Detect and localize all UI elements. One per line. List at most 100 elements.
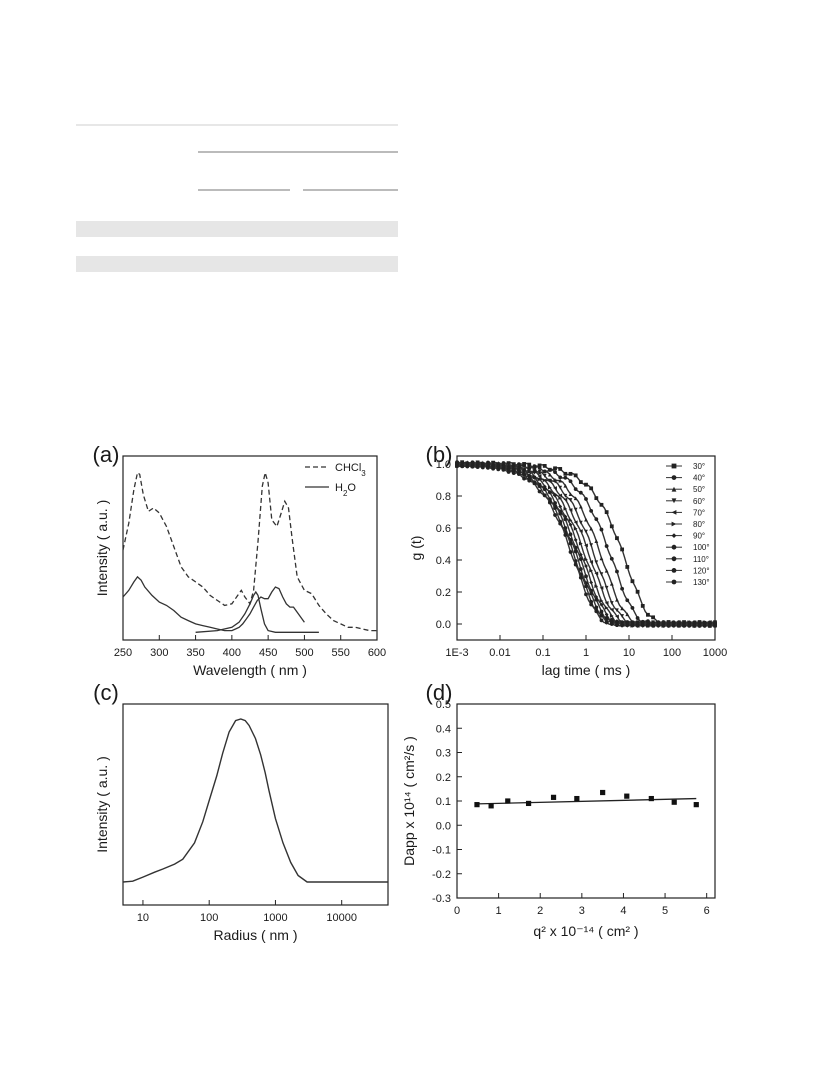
x-tick-label: 0.1: [535, 647, 550, 659]
marker-triangle-up: [615, 597, 619, 602]
marker-circle: [511, 468, 516, 473]
x-tick-label: 400: [223, 647, 241, 659]
marker-triangle-left: [615, 614, 619, 619]
x-tick-label: 550: [332, 647, 350, 659]
data-point: [624, 793, 630, 799]
marker-circle: [547, 500, 552, 505]
x-tick-label: 300: [150, 647, 168, 659]
marker-triangle-down: [584, 529, 588, 534]
marker-square: [630, 579, 635, 584]
marker-square: [568, 471, 573, 476]
marker-diamond: [573, 538, 578, 542]
marker-triangle-right: [568, 518, 573, 523]
x-tick-label: 6: [704, 905, 710, 917]
marker-triangle-down: [615, 608, 619, 613]
legend-label: 40°: [693, 474, 705, 483]
marker-square: [537, 463, 542, 468]
marker-circle: [584, 497, 588, 501]
marker-pentagon: [584, 584, 588, 589]
panel-b: (b) 1E-3 0.01 0.1 1 10 100 1000 0.0 0.2 0.4 0.6 0.8 1…: [408, 442, 727, 678]
marker-circle: [527, 477, 532, 481]
marker-hexagon: [532, 475, 537, 480]
marker-square: [625, 565, 630, 569]
marker-triangle-down: [589, 543, 594, 548]
marker-triangle-down: [506, 462, 511, 467]
table-placeholder: [76, 124, 398, 272]
marker-triangle-left: [568, 508, 573, 512]
x-tick-label: 5: [662, 905, 668, 917]
marker-triangle-down: [522, 464, 526, 469]
x-tick-label: 1000: [703, 647, 727, 659]
panel-label: (b): [426, 442, 453, 467]
marker-triangle-right: [594, 584, 599, 589]
data-point: [693, 802, 699, 808]
marker-triangle-down: [609, 601, 614, 605]
marker-circle: [532, 481, 537, 486]
x-axis-title: Radius ( nm ): [213, 927, 297, 943]
marker-pentagon: [568, 541, 573, 546]
marker-triangle-left: [599, 586, 604, 590]
x-tick-label: 600: [368, 647, 386, 659]
marker-circle: [661, 622, 666, 627]
marker-circle: [486, 464, 490, 469]
marker-triangle-up: [594, 539, 599, 543]
marker-triangle-right: [511, 464, 516, 469]
panel-a: (a) 250 300 350 400 450 500 550 600 Wavelength ( …: [93, 442, 387, 678]
marker-triangle-right: [563, 507, 568, 511]
marker-triangle-left: [563, 497, 568, 502]
marker-circle: [480, 462, 485, 467]
marker-hexagon: [594, 597, 599, 602]
marker-star: [542, 487, 547, 492]
data-point: [505, 798, 511, 804]
marker-square: [573, 473, 578, 478]
marker-circle: [625, 620, 630, 624]
x-tick-label: 500: [295, 647, 313, 659]
marker-square: [671, 463, 677, 469]
x-axis-title: lag time ( ms ): [542, 662, 631, 678]
marker-triangle-down: [671, 498, 677, 504]
marker-circle: [568, 479, 573, 484]
marker-triangle-right: [558, 496, 563, 500]
marker-circle: [578, 490, 583, 495]
marker-circle: [615, 569, 619, 574]
series-line: [122, 718, 388, 883]
y-tick-label: 0.2: [436, 772, 451, 784]
marker-pentagon: [480, 465, 485, 470]
y-tick-label: 0.6: [436, 523, 451, 535]
marker-triangle-up: [584, 517, 588, 522]
marker-circle: [635, 616, 640, 620]
y-tick-label: 0.4: [436, 723, 451, 735]
marker-circle: [594, 517, 599, 522]
y-axis-title: g (t): [408, 536, 424, 561]
marker-diamond: [558, 504, 563, 509]
marker-triangle-right: [589, 568, 594, 573]
marker-triangle-down: [553, 479, 557, 484]
marker-circle: [651, 623, 655, 628]
marker-triangle-left: [573, 520, 578, 525]
marker-circle: [578, 575, 583, 580]
marker-circle: [656, 620, 661, 625]
marker-pentagon: [615, 619, 619, 624]
marker-pentagon: [630, 620, 635, 625]
marker-triangle-left: [517, 464, 521, 469]
x-tick-label: 10: [137, 912, 149, 924]
marker-triangle-down: [542, 473, 547, 478]
legend-label: 120°: [693, 566, 710, 575]
marker-circle: [589, 602, 594, 607]
marker-circle: [646, 622, 650, 627]
marker-circle: [676, 622, 681, 626]
marker-square: [599, 502, 604, 507]
x-tick-label: 2: [537, 905, 543, 917]
x-tick-label: 3: [579, 905, 585, 917]
marker-triangle-up: [620, 606, 625, 611]
marker-circle: [460, 464, 465, 468]
marker-triangle-up: [568, 492, 573, 497]
marker-circle: [620, 586, 625, 591]
marker-triangle-down: [568, 498, 573, 502]
marker-circle: [640, 620, 645, 624]
marker-circle: [604, 620, 609, 625]
marker-pentagon: [625, 623, 630, 628]
marker-hexagon: [568, 532, 573, 537]
panel-d: (d) 0 1 2 3 4 5 6 -0.3 -0.2 -0.1 0.0 0.1 0.2 0.3 0.4 0.5…: [401, 680, 716, 939]
